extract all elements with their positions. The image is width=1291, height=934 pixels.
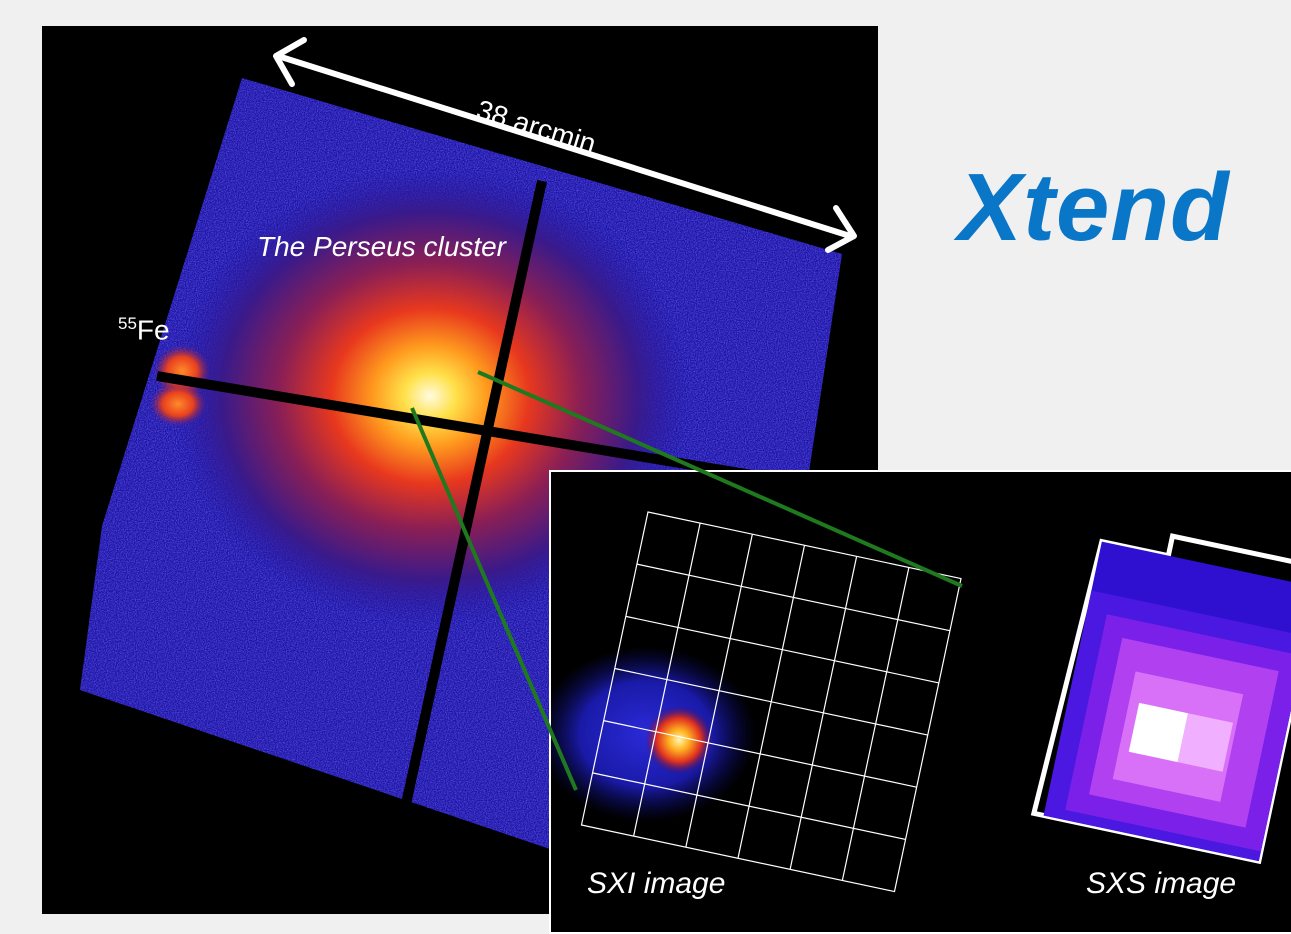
page-title: Xtend xyxy=(958,154,1230,261)
fe-superscript: 55 xyxy=(118,314,137,333)
sxi-image xyxy=(551,511,962,893)
fe-element: Fe xyxy=(136,314,170,346)
sxs-image xyxy=(1030,533,1291,865)
cluster-label: The Perseus cluster xyxy=(257,231,506,262)
sxs-label: SXS image xyxy=(1086,867,1237,900)
inset-images xyxy=(551,511,1291,893)
sxi-label: SXI image xyxy=(587,867,726,900)
inset-panel: SXI image SXS image xyxy=(549,470,1291,934)
scale-arrow xyxy=(273,37,857,253)
fe-source-bottom xyxy=(150,382,206,426)
fe-label: 55Fe xyxy=(118,314,170,346)
